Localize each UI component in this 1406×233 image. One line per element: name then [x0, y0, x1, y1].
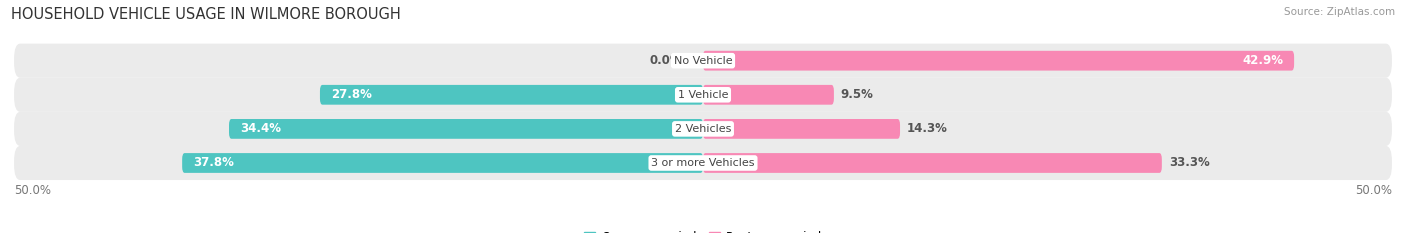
Legend: Owner-occupied, Renter-occupied: Owner-occupied, Renter-occupied [579, 226, 827, 233]
Text: Source: ZipAtlas.com: Source: ZipAtlas.com [1284, 7, 1395, 17]
Text: 33.3%: 33.3% [1168, 157, 1209, 169]
FancyBboxPatch shape [183, 153, 703, 173]
FancyBboxPatch shape [703, 153, 1161, 173]
Text: 37.8%: 37.8% [193, 157, 233, 169]
Text: 2 Vehicles: 2 Vehicles [675, 124, 731, 134]
FancyBboxPatch shape [14, 44, 1392, 78]
FancyBboxPatch shape [703, 119, 900, 139]
Text: HOUSEHOLD VEHICLE USAGE IN WILMORE BOROUGH: HOUSEHOLD VEHICLE USAGE IN WILMORE BOROU… [11, 7, 401, 22]
Text: 50.0%: 50.0% [14, 184, 51, 197]
FancyBboxPatch shape [14, 78, 1392, 112]
FancyBboxPatch shape [229, 119, 703, 139]
FancyBboxPatch shape [14, 146, 1392, 180]
Text: 0.0%: 0.0% [650, 54, 682, 67]
Text: 50.0%: 50.0% [1355, 184, 1392, 197]
Text: 1 Vehicle: 1 Vehicle [678, 90, 728, 100]
FancyBboxPatch shape [321, 85, 703, 105]
Text: 3 or more Vehicles: 3 or more Vehicles [651, 158, 755, 168]
Text: 27.8%: 27.8% [330, 88, 371, 101]
Text: 34.4%: 34.4% [240, 122, 281, 135]
Text: 14.3%: 14.3% [907, 122, 948, 135]
FancyBboxPatch shape [703, 85, 834, 105]
FancyBboxPatch shape [14, 112, 1392, 146]
Text: No Vehicle: No Vehicle [673, 56, 733, 66]
Text: 9.5%: 9.5% [841, 88, 873, 101]
FancyBboxPatch shape [703, 51, 1294, 71]
Text: 42.9%: 42.9% [1241, 54, 1284, 67]
